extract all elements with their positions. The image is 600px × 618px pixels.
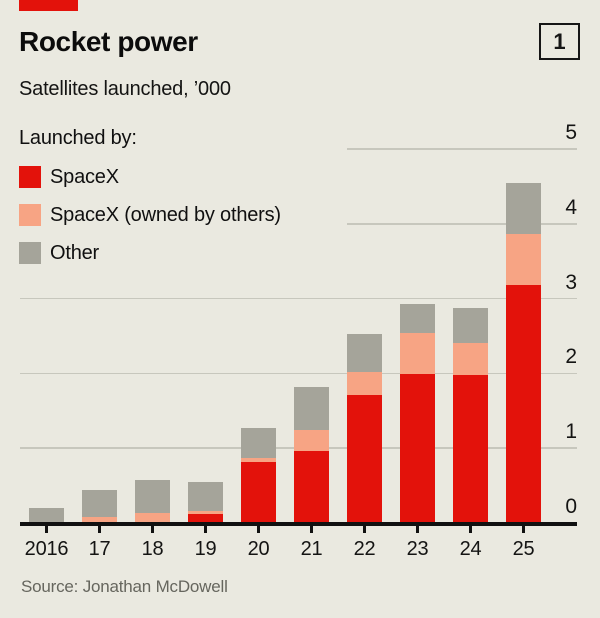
legend-label: SpaceX: [50, 166, 119, 188]
x-axis-tick-2016: [45, 522, 48, 533]
bar-segment-20-spacex: [241, 461, 276, 523]
bar-19: [188, 481, 223, 523]
bar-17: [82, 490, 117, 523]
bar-segment-24-spacex: [453, 374, 488, 523]
x-axis-tick-24: [469, 522, 472, 533]
bar-segment-21-other: [294, 386, 329, 430]
bar-24: [453, 308, 488, 523]
bar-segment-23-spacex-owned-by-others: [400, 333, 435, 375]
bar-segment-19-spacex-owned-by-others: [188, 511, 223, 515]
bar-segment-25-spacex-owned-by-others: [506, 234, 541, 286]
bar-2016: [29, 508, 64, 523]
bar-segment-18-other: [135, 479, 170, 514]
x-axis-label-22: 22: [353, 538, 376, 560]
x-axis-label-20: 20: [247, 538, 270, 560]
gridline-4: [347, 223, 577, 225]
bar-segment-2016-other: [29, 508, 64, 523]
bar-segment-24-other: [453, 308, 488, 344]
legend-swatch: [19, 204, 41, 226]
bar-segment-21-spacex: [294, 451, 329, 523]
x-axis-label-18: 18: [141, 538, 164, 560]
bar-segment-21-spacex-owned-by-others: [294, 429, 329, 452]
x-axis-tick-25: [522, 522, 525, 533]
bar-segment-23-spacex: [400, 374, 435, 523]
legend-label: SpaceX (owned by others): [50, 204, 281, 226]
bar-25: [506, 183, 541, 523]
bar-segment-17-spacex-owned-by-others: [82, 517, 117, 523]
x-axis-tick-17: [98, 522, 101, 533]
x-axis-label-25: 25: [512, 538, 535, 560]
legend: Launched by: SpaceX SpaceX (owned by othe…: [19, 127, 281, 264]
y-axis-label-4: 4: [565, 195, 577, 219]
bar-segment-24-spacex-owned-by-others: [453, 343, 488, 375]
bar-22: [347, 333, 382, 523]
bar-segment-25-other: [506, 183, 541, 235]
page-title: Rocket power: [19, 26, 198, 57]
y-axis-label-2: 2: [565, 345, 577, 369]
bar-segment-19-spacex: [188, 514, 223, 523]
bar-segment-22-other: [347, 333, 382, 372]
source-note: Source: Jonathan McDowell: [21, 577, 228, 596]
bar-20: [241, 428, 276, 523]
gridline-2: [20, 372, 577, 375]
y-axis-label-3: 3: [565, 270, 577, 294]
bar-segment-23-other: [400, 303, 435, 334]
bar-segment-19-other: [188, 481, 223, 512]
bar-segment-17-other: [82, 490, 117, 518]
gridline-3: [20, 297, 577, 300]
x-axis-tick-21: [310, 522, 313, 533]
bar-segment-22-spacex-owned-by-others: [347, 371, 382, 396]
bar-23: [400, 303, 435, 523]
y-axis-label-0: 0: [565, 495, 577, 518]
y-axis-label-5: 5: [565, 121, 577, 144]
y-axis-label-1: 1: [565, 420, 577, 444]
legend-item-spacex: SpaceX: [19, 166, 281, 188]
x-axis-label-23: 23: [406, 538, 429, 560]
figure-number: 1: [553, 28, 566, 54]
bar-segment-20-other: [241, 428, 276, 458]
legend-item-other: Other: [19, 242, 281, 264]
x-axis-tick-18: [151, 522, 154, 533]
legend-title: Launched by:: [19, 127, 137, 149]
x-axis-label-2016: 2016: [24, 538, 69, 560]
figure-number-box: 1: [539, 23, 580, 60]
bar-18: [135, 479, 170, 523]
x-axis-tick-20: [257, 522, 260, 533]
x-axis-label-19: 19: [194, 538, 217, 560]
bar-segment-25-spacex: [506, 285, 541, 523]
x-axis-tick-19: [204, 522, 207, 533]
bar-segment-18-spacex-owned-by-others: [135, 513, 170, 523]
legend-swatch: [19, 166, 41, 188]
chart-subtitle: Satellites launched, ’000: [19, 78, 231, 100]
x-axis-label-24: 24: [459, 538, 482, 560]
brand-tab: [19, 0, 78, 11]
x-axis-label-21: 21: [300, 538, 323, 560]
legend-item-spacex-owned-by-others: SpaceX (owned by others): [19, 204, 281, 226]
x-axis-line: [20, 522, 577, 526]
x-axis-label-17: 17: [88, 538, 111, 560]
legend-label: Other: [50, 242, 100, 264]
x-axis-tick-22: [363, 522, 366, 533]
x-axis-tick-23: [416, 522, 419, 533]
bar-21: [294, 386, 329, 523]
bar-segment-20-spacex-owned-by-others: [241, 457, 276, 462]
gridline-5: [347, 148, 577, 150]
bar-segment-22-spacex: [347, 395, 382, 523]
legend-swatch: [19, 242, 41, 264]
